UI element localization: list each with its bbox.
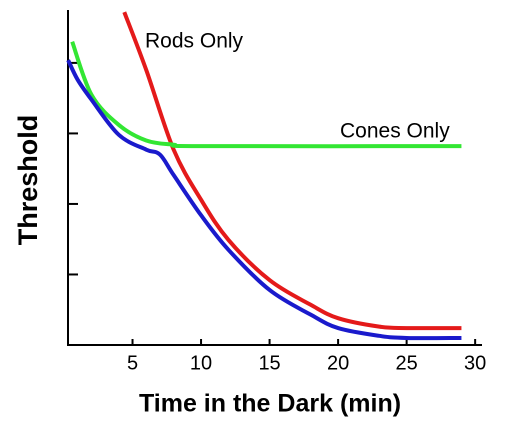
x-tick-label: 10 bbox=[190, 352, 212, 374]
x-tick-label: 30 bbox=[464, 352, 486, 374]
x-axis-label: Time in the Dark (min) bbox=[139, 390, 401, 418]
series-line bbox=[66, 59, 462, 341]
series-line bbox=[70, 41, 462, 149]
x-tick-label: 5 bbox=[127, 352, 138, 374]
x-tick-label: 20 bbox=[327, 352, 349, 374]
x-tick-label: 15 bbox=[258, 352, 280, 374]
series-line bbox=[122, 11, 462, 331]
series-label: Cones Only bbox=[340, 120, 450, 143]
series-label: Rods Only bbox=[145, 30, 244, 53]
x-tick-label: 25 bbox=[395, 352, 417, 374]
y-axis-label: Threshold bbox=[13, 115, 43, 246]
